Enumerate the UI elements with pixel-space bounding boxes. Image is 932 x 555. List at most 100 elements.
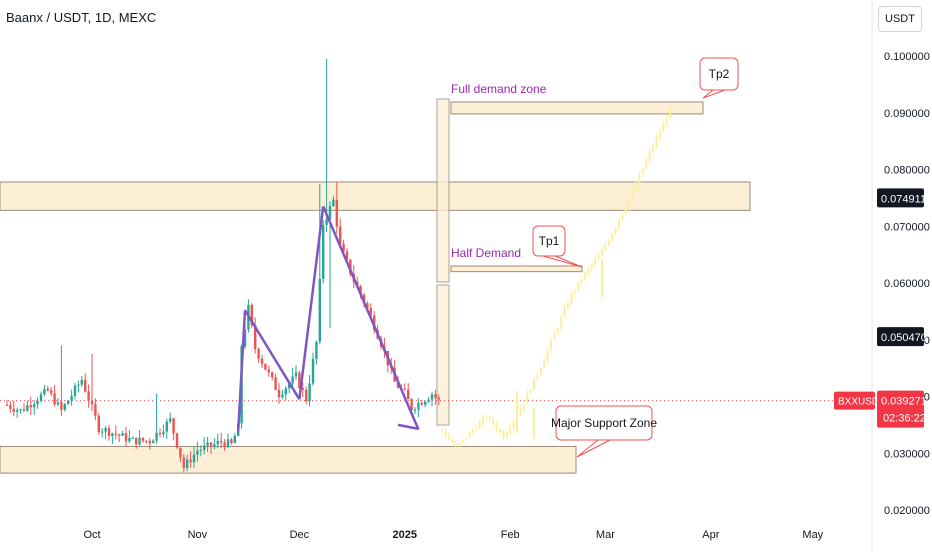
candle-body xyxy=(182,457,185,469)
projection-candle xyxy=(499,429,501,432)
candle-body xyxy=(257,349,260,359)
candle-body xyxy=(339,226,342,244)
candle-body xyxy=(46,388,49,391)
candle-body xyxy=(213,444,216,447)
zone-rect xyxy=(450,101,704,115)
countdown-label: 02:36:22 xyxy=(883,413,926,425)
candle-body xyxy=(36,401,39,405)
candle-body xyxy=(19,409,22,411)
candle-body xyxy=(189,459,192,463)
projection-candle xyxy=(522,403,525,410)
demand-bar-upper xyxy=(436,98,450,283)
candle-body xyxy=(305,389,308,402)
projection-candle xyxy=(478,422,481,429)
candle-body xyxy=(60,402,63,410)
projection-candle xyxy=(604,245,607,251)
candle-body xyxy=(53,393,56,405)
projection-candle xyxy=(556,327,559,334)
candle-body xyxy=(417,403,420,410)
candle-body xyxy=(97,415,100,433)
candle-body xyxy=(26,405,29,411)
candle-body xyxy=(128,437,131,442)
candle-body xyxy=(325,219,328,225)
candle-body xyxy=(118,434,121,436)
candle-body xyxy=(162,431,165,435)
price-label: 0.074911 xyxy=(881,193,926,205)
candle-body xyxy=(43,388,46,395)
candle-body xyxy=(233,435,236,444)
candle-body xyxy=(250,304,253,326)
projection-candle xyxy=(536,375,539,379)
symbol-title[interactable]: Baanx / USDT, 1D, MEXC xyxy=(6,10,157,25)
zone-label: Full demand zone xyxy=(451,82,547,96)
candle-body xyxy=(284,388,287,395)
candle-body xyxy=(230,439,233,444)
candle-body xyxy=(107,428,111,437)
candle-body xyxy=(70,395,73,401)
projection-candle xyxy=(614,227,617,234)
candle-body xyxy=(260,358,264,364)
candle-body xyxy=(308,383,311,402)
price-label-box xyxy=(877,327,924,347)
projection-candle xyxy=(594,259,597,265)
candle-body xyxy=(318,278,321,342)
projection-candle xyxy=(584,272,586,280)
projection-candle xyxy=(492,418,495,425)
candle-body xyxy=(196,450,199,455)
projection-candle xyxy=(509,427,512,433)
candle-body xyxy=(165,421,168,432)
candle-body xyxy=(223,442,226,447)
callout-label: Major Support Zone xyxy=(551,416,657,430)
candle-body xyxy=(359,286,362,295)
candle-body xyxy=(90,400,94,405)
projection-candle xyxy=(533,378,535,391)
projection-candle xyxy=(543,359,546,368)
x-tick-label: Dec xyxy=(290,529,310,541)
candle-body xyxy=(145,440,148,442)
candle-body xyxy=(39,394,43,402)
candle-body xyxy=(84,379,87,392)
candle-body xyxy=(94,404,97,416)
projection-candle xyxy=(512,421,515,428)
candle-body xyxy=(101,431,104,433)
candle-body xyxy=(148,440,151,444)
zone-rect xyxy=(450,265,583,273)
projection-candle xyxy=(645,159,648,169)
candle-body xyxy=(291,376,294,384)
candle-body xyxy=(437,397,440,400)
projection-candle xyxy=(458,442,461,447)
projection-candle xyxy=(631,190,634,199)
candle-body xyxy=(111,433,114,437)
candle-body xyxy=(50,390,53,394)
projection-candle xyxy=(563,308,566,318)
candle-body xyxy=(430,394,434,400)
y-tick-label: 0.100000 xyxy=(884,51,930,63)
candle-body xyxy=(427,399,430,402)
x-tick-label: Apr xyxy=(702,529,719,541)
candle-body xyxy=(175,433,179,448)
candle-body xyxy=(298,372,301,388)
candle-body xyxy=(315,341,318,359)
zone-rect xyxy=(0,445,577,474)
projection-candle xyxy=(546,349,549,360)
projection-candle xyxy=(560,317,563,328)
projection-candle xyxy=(655,137,658,147)
x-tick-label: Nov xyxy=(188,529,208,541)
candle-body xyxy=(155,432,158,441)
projection-candle xyxy=(488,417,491,419)
currency-button[interactable]: USDT xyxy=(878,6,922,32)
candle-body xyxy=(12,408,15,412)
projection-candle xyxy=(665,118,668,124)
candle-body xyxy=(366,303,369,308)
candle-body xyxy=(179,447,182,458)
candle-body xyxy=(192,454,196,463)
candle-body xyxy=(322,224,325,279)
projection-candle xyxy=(451,439,454,444)
price-label: 0.050470 xyxy=(881,332,927,344)
projection-candle xyxy=(526,393,529,404)
projection-candle xyxy=(441,430,444,432)
pattern-line xyxy=(322,205,420,430)
candle-body xyxy=(141,437,145,441)
